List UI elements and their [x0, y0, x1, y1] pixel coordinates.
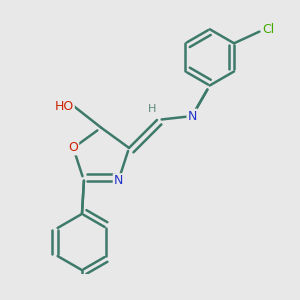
Text: H: H	[148, 104, 157, 114]
Text: N: N	[114, 174, 123, 187]
Text: HO: HO	[55, 100, 74, 113]
Text: Cl: Cl	[262, 23, 274, 36]
Text: O: O	[68, 141, 78, 154]
Text: N: N	[188, 110, 197, 123]
